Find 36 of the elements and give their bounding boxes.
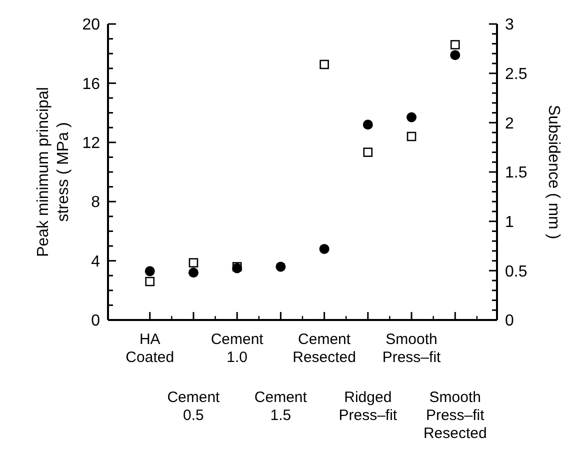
y2-tick-label: 3 — [505, 16, 514, 34]
y-tick-label: 20 — [82, 16, 100, 34]
point — [406, 112, 417, 122]
point — [450, 50, 460, 60]
x-tick-label: Smooth Press–fit Resected — [423, 389, 487, 442]
point — [320, 60, 329, 70]
point — [319, 244, 330, 254]
x-tick-label: Smooth Press–fit — [382, 331, 442, 366]
y-tick-label: 0 — [91, 312, 100, 330]
x-tick-label: Cement 1.0 — [210, 331, 264, 366]
y-axis-title: Peak minimum principal stress ( MPa ) — [35, 87, 72, 257]
point — [145, 276, 155, 286]
y2-axis-title: Subsidence ( mm ) — [545, 104, 562, 240]
y2-tick-label: 0 — [505, 312, 514, 330]
y2-tick-label: 2.5 — [505, 66, 528, 83]
x-tick-label: Cement Resected — [292, 331, 356, 366]
point — [188, 268, 198, 278]
x-tick-label: Cement 1.5 — [254, 389, 308, 424]
point — [363, 148, 373, 157]
y-tick-label: 12 — [82, 135, 100, 152]
x-tick-label: Ridged Press–fit — [338, 389, 398, 424]
y2-tick-label: 0.5 — [505, 263, 528, 280]
y-tick-label: 16 — [82, 76, 100, 93]
point — [276, 262, 286, 272]
point — [144, 266, 155, 276]
y2-tick-label: 1.5 — [505, 164, 528, 182]
x-tick-label: HA Coated — [126, 331, 174, 366]
y-tick-label: 4 — [91, 253, 100, 270]
point — [406, 132, 416, 142]
point — [362, 120, 373, 130]
y2-tick-label: 2 — [505, 115, 514, 132]
point — [188, 258, 198, 268]
y-tick-label: 8 — [91, 194, 100, 212]
point — [450, 40, 460, 50]
y2-tick-label: 1 — [505, 214, 514, 231]
x-tick-label: Cement 0.5 — [167, 389, 221, 424]
